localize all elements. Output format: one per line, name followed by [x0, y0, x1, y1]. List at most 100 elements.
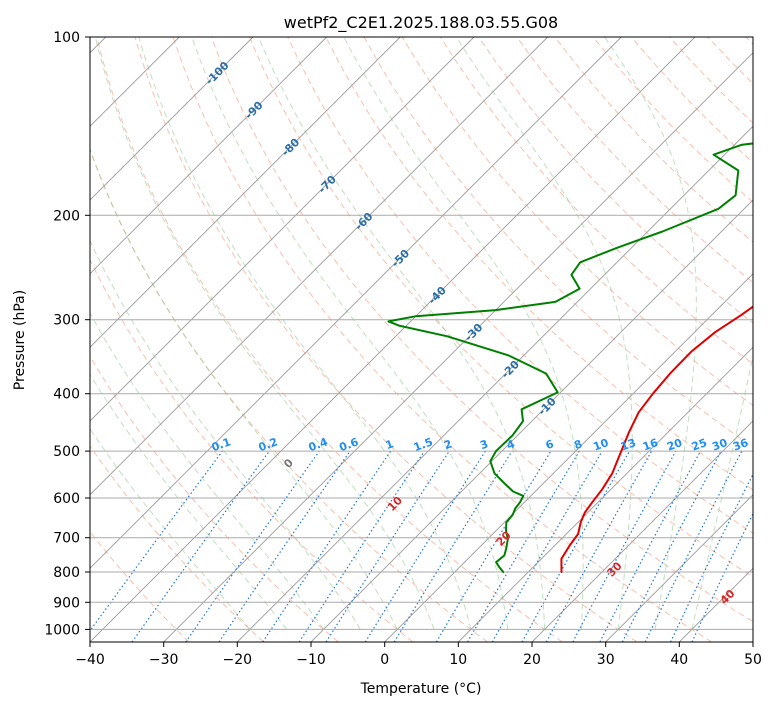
dry-adiabat — [287, 37, 753, 534]
mixing-ratio-line — [90, 450, 223, 632]
isotherm-line — [384, 273, 753, 642]
x-tick-label: −20 — [223, 652, 253, 668]
isotherm-line — [310, 199, 753, 642]
mixing-ratio-label: 0.1 — [210, 435, 233, 454]
moist-adiabat — [604, 37, 697, 630]
isotherm-line — [90, 37, 328, 275]
mixing-ratio-line — [545, 450, 653, 642]
isotherm-line — [236, 125, 753, 642]
x-tick-label: −30 — [149, 652, 179, 668]
mixing-ratio-label: 3 — [478, 437, 490, 452]
chart-title: wetPf2_C2E1.2025.188.03.55.G08 — [284, 13, 558, 33]
y-tick-label: 500 — [53, 444, 80, 460]
profile-series-line — [560, 305, 753, 573]
isotherm-line — [457, 346, 753, 642]
mixing-ratio-label: 4 — [505, 437, 517, 452]
x-axis-ticks: −40 −30 −20 −10 0 10 20 30 40 50 — [75, 642, 762, 668]
moist-adiabat — [138, 37, 472, 630]
mixing-ratio-label: 0.2 — [257, 435, 280, 454]
y-tick-label: 600 — [53, 491, 80, 507]
plot-frame — [89, 36, 754, 643]
mixing-ratio-line — [185, 450, 320, 642]
isotherm-line — [90, 37, 254, 201]
moist-adiabat — [94, 37, 435, 630]
y-tick-label: 200 — [53, 208, 80, 224]
profile-series-line — [387, 142, 753, 573]
x-tick-label: 10 — [449, 652, 467, 668]
mixing-ratio-label: 2 — [442, 437, 454, 452]
mixing-ratio-line — [298, 450, 425, 642]
y-axis-ticks: 100 200 300 400 500 600 700 800 900 1000 — [44, 30, 90, 638]
mixing-ratio-line — [325, 450, 450, 642]
mixing-ratio-label: 10 — [591, 436, 610, 454]
x-tick-label: −40 — [75, 652, 105, 668]
mixing-ratio-label: 6 — [544, 437, 556, 452]
moist-adiabat — [257, 37, 546, 630]
y-tick-label: 900 — [53, 595, 80, 611]
isotherm-line — [90, 37, 475, 422]
moist-adiabat — [90, 311, 324, 630]
dry-adiabat — [325, 37, 753, 491]
dry-adiabat — [96, 37, 563, 642]
mixing-ratio-label: 1.5 — [412, 435, 435, 454]
y-tick-label: 800 — [53, 565, 80, 581]
mixing-ratio-line — [670, 472, 753, 642]
moist-adiabat — [343, 37, 584, 630]
mixing-ratio-label: 16 — [641, 436, 660, 454]
y-axis-label: Pressure (hPa) — [12, 290, 28, 390]
moist-adiabat — [691, 353, 753, 630]
background-lines — [90, 37, 753, 642]
x-axis-label: Temperature (°C) — [360, 681, 482, 697]
x-tick-label: 30 — [597, 652, 615, 668]
mixing-ratio-label: 20 — [665, 436, 684, 454]
y-tick-label: 1000 — [44, 622, 80, 638]
isotherm-line — [90, 37, 401, 348]
x-tick-label: 20 — [523, 652, 541, 668]
dry-adiabat — [172, 37, 712, 642]
y-tick-label: 400 — [53, 387, 80, 403]
dry-adiabat — [90, 355, 339, 642]
dry-adiabat — [249, 37, 753, 578]
mixing-ratio-label: 1 — [384, 437, 396, 452]
x-tick-label: 0 — [380, 652, 389, 668]
mixing-ratio-line — [572, 450, 677, 642]
mixing-ratio-line — [393, 450, 513, 642]
dry-adiabat — [90, 258, 414, 642]
mixing-ratio-label: 25 — [690, 436, 709, 453]
mixing-ratio-label: 13 — [619, 436, 638, 453]
mixing-ratio-label: 36 — [731, 436, 750, 454]
mixing-ratio-line — [262, 450, 392, 642]
isotherm-line — [531, 420, 753, 642]
dry-adiabat — [516, 37, 753, 284]
dry-adiabat — [134, 37, 638, 642]
isotherm-line — [90, 37, 549, 496]
isotherm-line — [90, 37, 622, 569]
moist-adiabat — [90, 239, 361, 630]
mixing-ratio-label: 8 — [572, 437, 584, 452]
mixing-ratio-label: 0.6 — [338, 435, 361, 454]
moist-adiabat — [90, 373, 288, 630]
mixing-ratio-line — [131, 450, 270, 642]
isotherm-line — [605, 494, 753, 642]
isotherm-line — [90, 37, 696, 642]
isotherm-line — [163, 52, 753, 642]
moist-adiabat — [455, 37, 633, 630]
mixing-ratio-label: 30 — [710, 436, 729, 454]
mixing-ratio-line — [644, 450, 743, 642]
mixing-ratio-line — [521, 450, 631, 642]
y-tick-label: 300 — [53, 313, 80, 329]
mixing-ratio-label: 0.4 — [307, 435, 330, 454]
dry-adiabat — [90, 445, 264, 642]
x-tick-label: 40 — [670, 652, 688, 668]
mixing-ratio-line — [218, 450, 351, 642]
y-tick-label: 100 — [53, 30, 80, 46]
y-tick-label: 700 — [53, 531, 80, 547]
moist-adiabat — [191, 37, 509, 630]
profile-lines — [387, 142, 753, 573]
moist-adiabat — [90, 427, 251, 630]
x-tick-label: 50 — [744, 652, 762, 668]
x-tick-label: −10 — [296, 652, 326, 668]
dry-adiabat — [210, 37, 753, 623]
